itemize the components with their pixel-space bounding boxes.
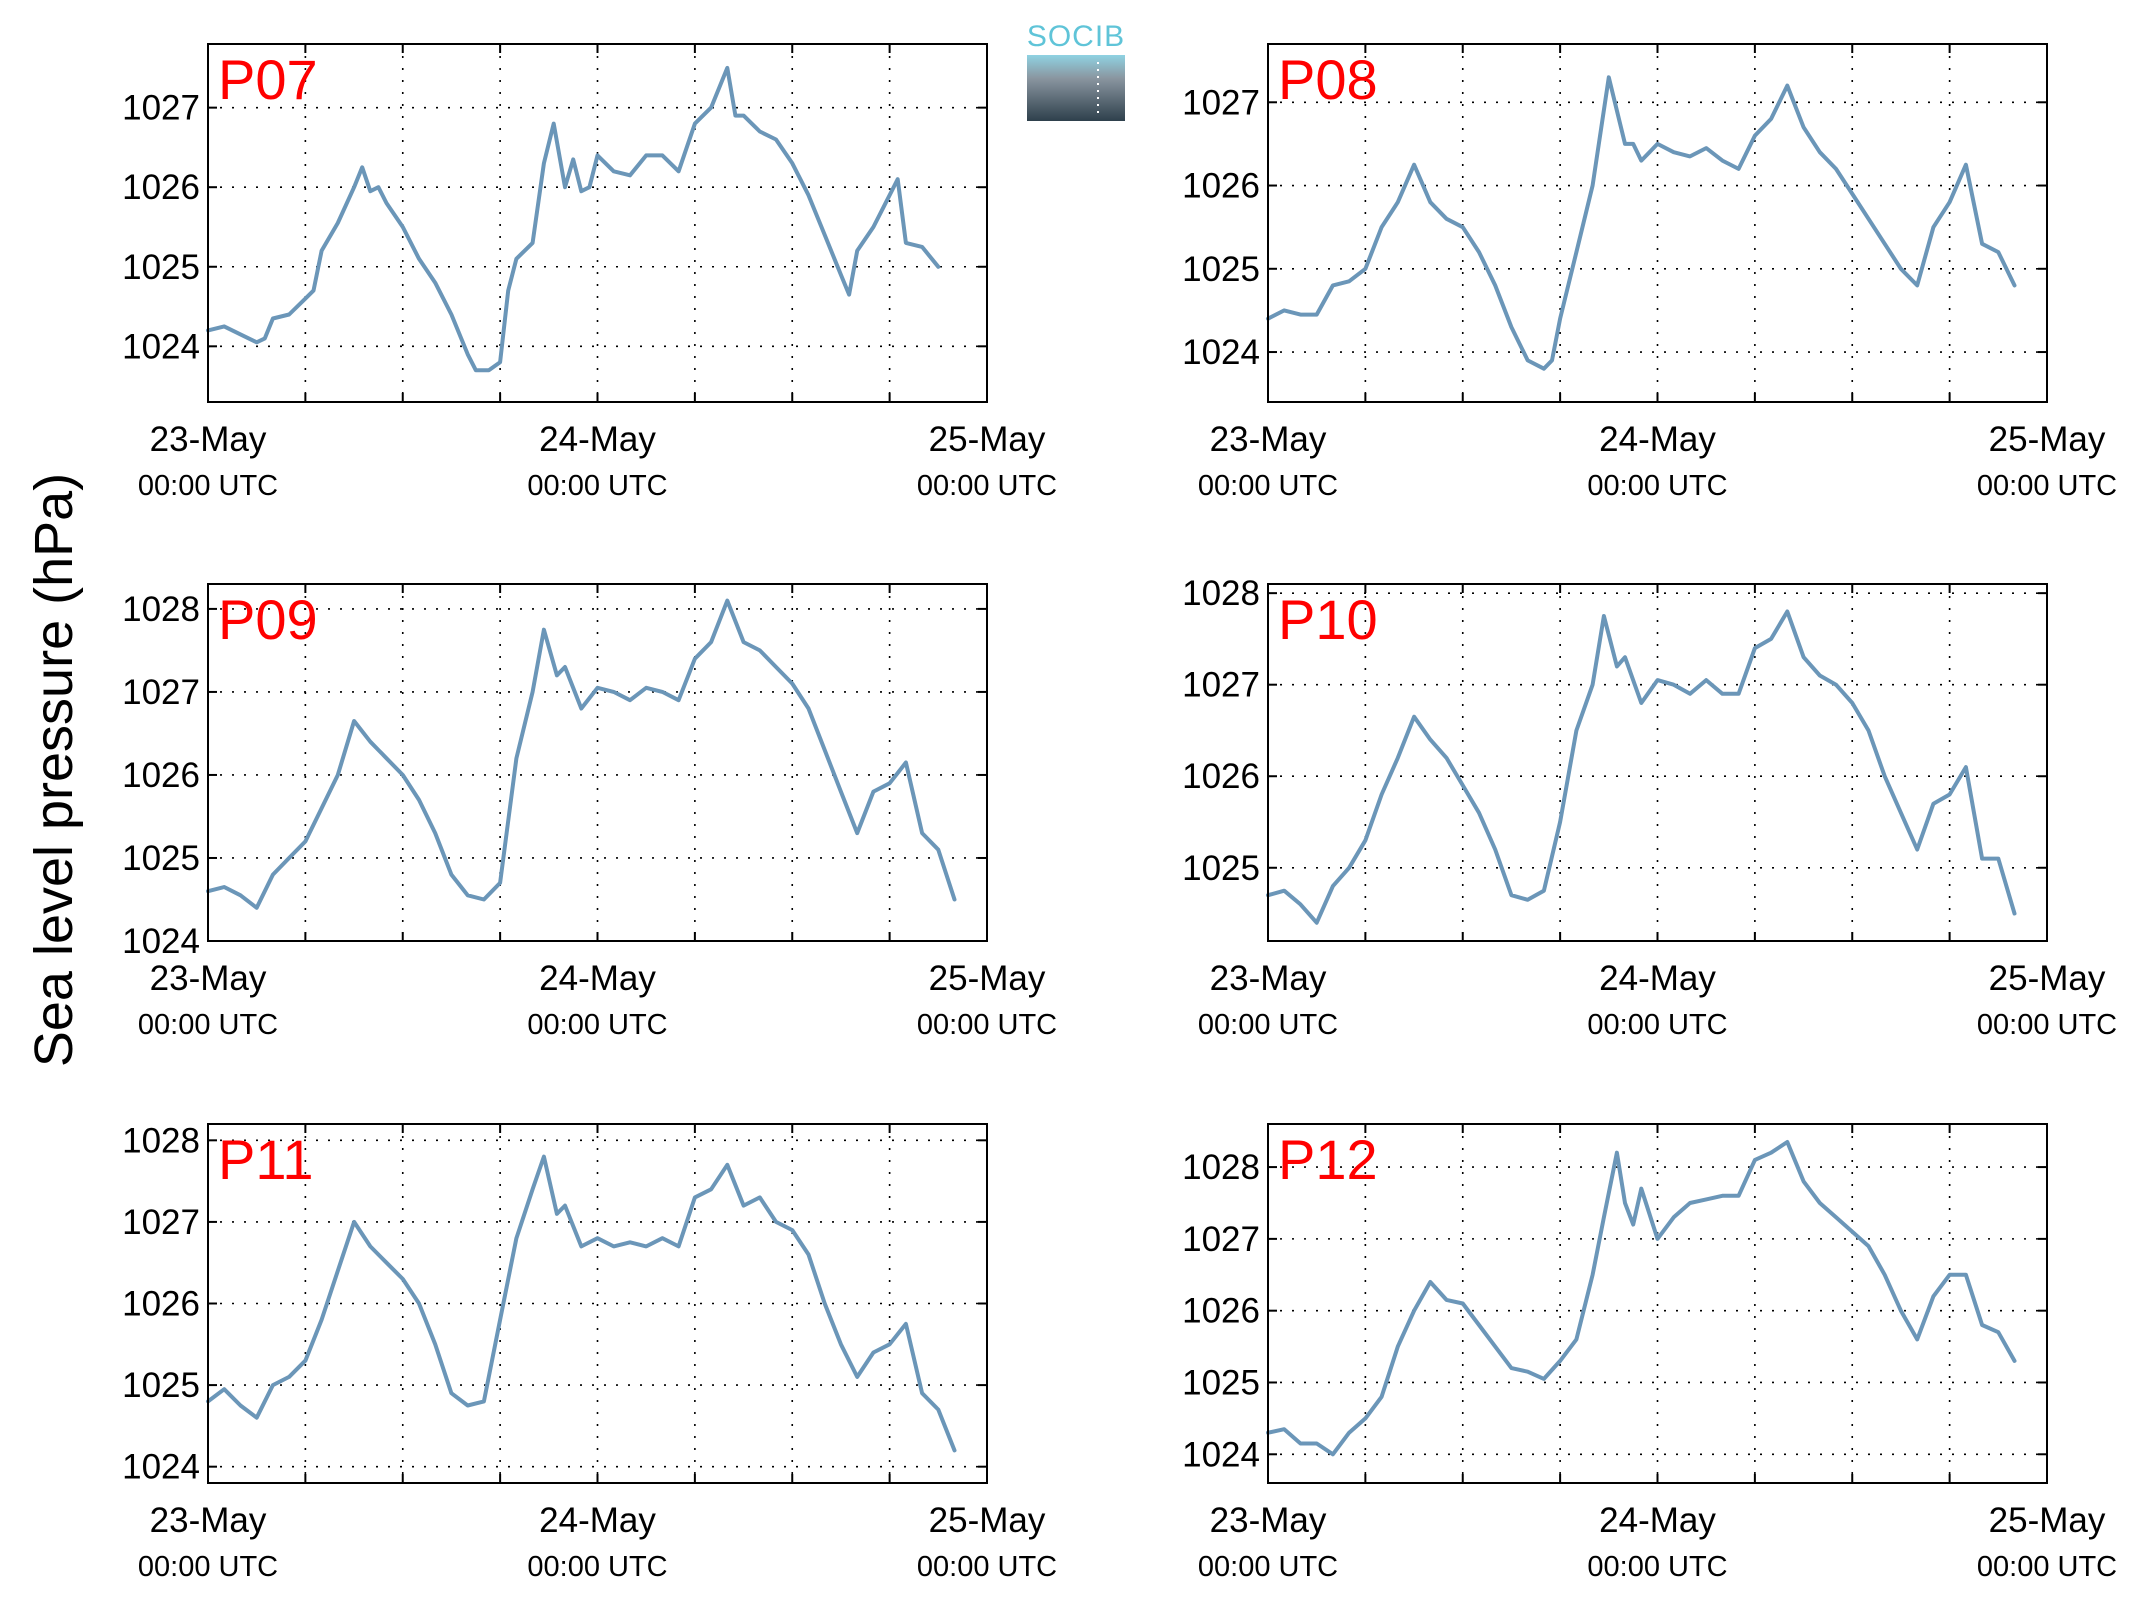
x-tick-date-label: 23-May	[150, 1501, 267, 1540]
panel-p10: 1025 1026 1027 1028 23-May 00:00 UTC 24-May 00:…	[1182, 574, 2117, 1041]
x-tick-date-label: 23-May	[1210, 1501, 1327, 1540]
panels: 1024 1025 1026 1027 23-May 00:00 UTC 24-May 00:…	[122, 43, 2117, 1583]
socib-logo: SOCIB	[1027, 20, 1125, 121]
panel-title: P09	[218, 588, 318, 651]
x-tick-time-label: 00:00 UTC	[1587, 1551, 1727, 1583]
x-tick-time-label: 00:00 UTC	[917, 1551, 1057, 1583]
y-tick-label: 1028	[1182, 1148, 1260, 1187]
x-tick-time-label: 00:00 UTC	[138, 1009, 278, 1041]
x-tick-time-label: 00:00 UTC	[1977, 1551, 2117, 1583]
y-tick-label: 1026	[122, 1285, 200, 1324]
x-tick-date-label: 24-May	[539, 959, 656, 998]
x-tick-date-label: 24-May	[1599, 1501, 1716, 1540]
x-tick-date-label: 23-May	[150, 959, 267, 998]
y-tick-label: 1027	[1182, 666, 1260, 705]
y-tick-label: 1026	[122, 756, 200, 795]
series-line-p07	[206, 65, 941, 373]
x-tick-date-label: 25-May	[1989, 420, 2106, 459]
plot-frame	[1267, 583, 2048, 942]
y-tick-label: 1027	[122, 1203, 200, 1242]
x-tick-time-label: 00:00 UTC	[527, 1009, 667, 1041]
x-tick-time-label: 00:00 UTC	[527, 470, 667, 502]
y-tick-label: 1026	[1182, 167, 1260, 206]
y-tick-label: 1028	[122, 590, 200, 629]
y-tick-label: 1027	[1182, 1220, 1260, 1259]
x-tick-time-label: 00:00 UTC	[917, 1009, 1057, 1041]
y-tick-label: 1028	[122, 1121, 200, 1160]
x-tick-time-label: 00:00 UTC	[1198, 1551, 1338, 1583]
panel-p11: 1024 1025 1026 1027 1028 23-May 00:00 UTC 24-Ma…	[122, 1121, 1057, 1583]
x-tick-time-label: 00:00 UTC	[1198, 470, 1338, 502]
series-line-p11	[206, 1154, 957, 1453]
x-tick-date-label: 23-May	[1210, 959, 1327, 998]
y-tick-label: 1026	[1182, 1292, 1260, 1331]
y-tick-label: 1027	[122, 89, 200, 128]
y-axis-label: Sea level pressure (hPa)	[24, 473, 84, 1067]
x-tick-date-label: 23-May	[150, 420, 267, 459]
panel-title: P07	[218, 48, 318, 111]
panel-title: P08	[1278, 48, 1378, 111]
panel-p07: 1024 1025 1026 1027 23-May 00:00 UTC 24-May 00:…	[122, 43, 1057, 502]
x-tick-date-label: 24-May	[539, 420, 656, 459]
y-tick-label: 1025	[1182, 1363, 1260, 1402]
y-tick-label: 1024	[122, 1448, 200, 1487]
y-tick-label: 1025	[122, 248, 200, 287]
x-tick-date-label: 23-May	[1210, 420, 1327, 459]
x-tick-date-label: 25-May	[929, 420, 1046, 459]
panel-p12: 1024 1025 1026 1027 1028 23-May 00:00 UTC 24-Ma…	[1182, 1123, 2117, 1583]
y-tick-label: 1024	[1182, 1435, 1260, 1474]
x-tick-time-label: 00:00 UTC	[1977, 470, 2117, 502]
y-tick-label: 1024	[122, 327, 200, 366]
y-tick-label: 1025	[1182, 250, 1260, 289]
y-tick-label: 1024	[122, 922, 200, 961]
plot-frame	[1267, 43, 2048, 403]
y-tick-label: 1026	[1182, 757, 1260, 796]
x-tick-time-label: 00:00 UTC	[1977, 1009, 2117, 1041]
plot-frame	[207, 583, 988, 942]
y-tick-label: 1025	[1182, 849, 1260, 888]
x-tick-time-label: 00:00 UTC	[138, 470, 278, 502]
x-tick-date-label: 25-May	[1989, 959, 2106, 998]
x-tick-time-label: 00:00 UTC	[1587, 1009, 1727, 1041]
x-tick-date-label: 24-May	[1599, 420, 1716, 459]
panel-title: P12	[1278, 1128, 1378, 1191]
plot-frame	[1267, 1123, 2048, 1484]
x-tick-time-label: 00:00 UTC	[527, 1551, 667, 1583]
y-tick-label: 1025	[122, 1366, 200, 1405]
x-tick-time-label: 00:00 UTC	[917, 470, 1057, 502]
series-line-p08	[1266, 75, 2017, 371]
socib-logo-text: SOCIB	[1027, 20, 1125, 53]
x-tick-time-label: 00:00 UTC	[1198, 1009, 1338, 1041]
panel-p09: 1024 1025 1026 1027 1028 23-May 00:00 UTC 24-Ma…	[122, 583, 1057, 1041]
x-tick-date-label: 24-May	[1599, 959, 1716, 998]
y-tick-label: 1025	[122, 839, 200, 878]
series-line-p10	[1266, 609, 2017, 925]
panel-p08: 1024 1025 1026 1027 23-May 00:00 UTC 24-May 00:…	[1182, 43, 2117, 502]
x-tick-date-label: 25-May	[1989, 1501, 2106, 1540]
y-tick-label: 1027	[1182, 83, 1260, 122]
panel-title: P10	[1278, 588, 1378, 651]
x-tick-time-label: 00:00 UTC	[138, 1551, 278, 1583]
y-tick-label: 1028	[1182, 574, 1260, 613]
panel-title: P11	[218, 1128, 313, 1191]
plot-frame	[207, 43, 988, 403]
x-tick-date-label: 24-May	[539, 1501, 656, 1540]
x-tick-date-label: 25-May	[929, 1501, 1046, 1540]
series-line-p12	[1266, 1140, 2017, 1457]
x-tick-date-label: 25-May	[929, 959, 1046, 998]
y-tick-label: 1026	[122, 168, 200, 207]
x-tick-time-label: 00:00 UTC	[1587, 470, 1727, 502]
y-tick-label: 1024	[1182, 333, 1260, 372]
series-line-p09	[206, 598, 957, 910]
y-tick-label: 1027	[122, 673, 200, 712]
plot-frame	[207, 1123, 988, 1484]
